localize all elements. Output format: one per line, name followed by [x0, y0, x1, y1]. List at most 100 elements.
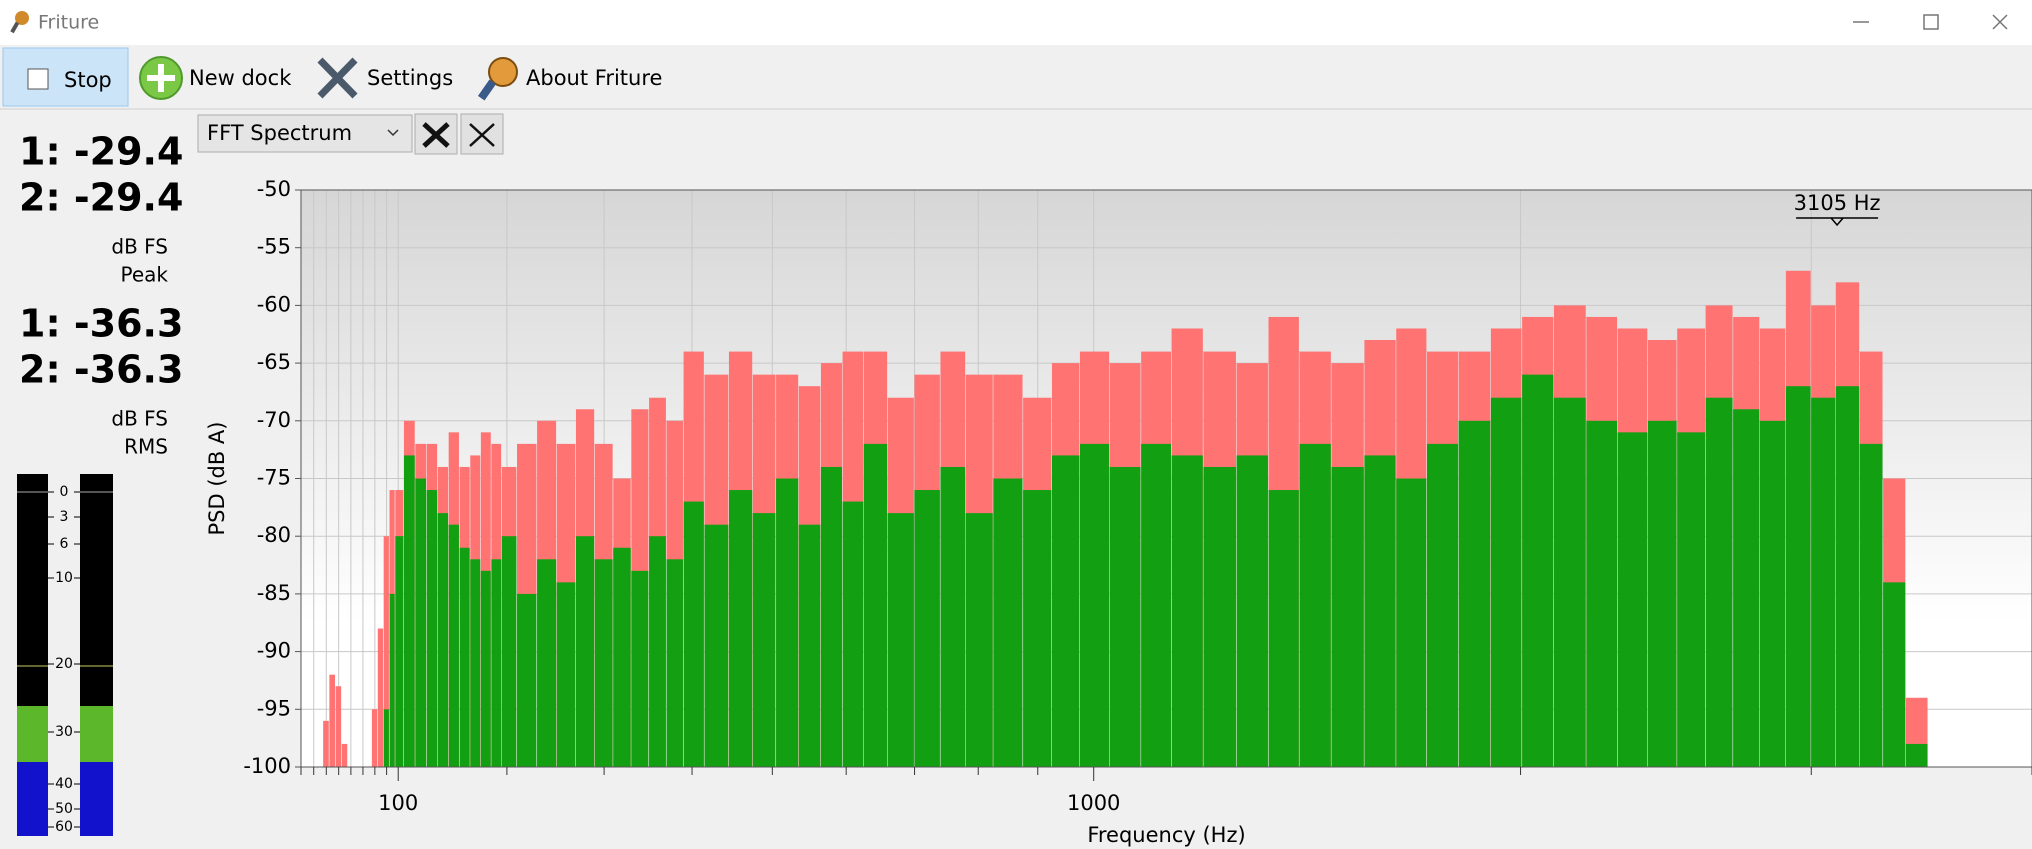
spectrum-bar — [335, 686, 342, 767]
spectrum-bar — [842, 501, 864, 767]
meter-tick-label: 40 — [55, 776, 73, 792]
spectrum-bar — [575, 536, 595, 767]
spectrum-bar — [1883, 582, 1906, 767]
spectrum-bar — [940, 466, 966, 767]
y-tick-label: -90 — [257, 639, 291, 663]
annotation-marker — [1796, 217, 1879, 227]
spectrum-bar — [403, 455, 415, 767]
button-label: New dock — [189, 66, 292, 90]
spectrum-bar — [1811, 397, 1836, 767]
stop-button[interactable]: Stop — [2, 47, 129, 107]
checkbox[interactable] — [27, 68, 49, 90]
spectrum-bar — [537, 559, 557, 767]
spectrum-bar — [1859, 443, 1883, 767]
y-tick-label: -75 — [257, 466, 291, 490]
spectrum-bar — [649, 536, 666, 767]
spectrum-bar — [1458, 420, 1491, 767]
meter-tick-label: 20 — [55, 656, 73, 672]
spectrum-bar — [863, 443, 888, 767]
button-label: Settings — [367, 66, 453, 90]
spectrum-bar — [1109, 466, 1141, 767]
dock-settings-button[interactable] — [414, 113, 458, 155]
spectrum-bar — [1396, 478, 1427, 767]
y-tick-label: -85 — [257, 581, 291, 605]
spectrum-bar — [1647, 420, 1677, 767]
spectrum-bar — [776, 478, 799, 767]
spectrum-bar — [383, 536, 389, 767]
spectrum-bar — [1522, 374, 1554, 767]
app-icon — [10, 11, 29, 34]
spectrum-bar — [448, 524, 459, 767]
maximize-button[interactable] — [1923, 14, 1939, 30]
spectrum-bar — [1141, 443, 1171, 767]
spectrum-bar — [820, 466, 842, 767]
y-tick-label: -70 — [257, 408, 291, 432]
spectrum-bar — [728, 490, 753, 767]
x-tick-label: 100 — [378, 791, 418, 815]
close-button[interactable] — [1992, 14, 2008, 30]
spectrum-bar — [914, 490, 940, 767]
spectrum-bar — [1236, 455, 1268, 767]
spectrum-bar — [798, 524, 821, 767]
level-meter: 0 3 6 10 20 30 40 50 60 — [17, 474, 113, 836]
about-button[interactable]: About Friture — [477, 57, 662, 101]
spectrum-bar — [752, 513, 776, 767]
spectrum-bar — [1835, 386, 1860, 767]
meter-tick-label: 50 — [55, 801, 73, 817]
peak-level: 1: -29.4 — [19, 130, 183, 174]
meter-tick-label: 6 — [60, 536, 69, 552]
rms-level: 2: -36.3 — [19, 348, 183, 392]
y-tick-label: -60 — [257, 292, 291, 316]
spectrum-bar — [470, 559, 481, 767]
spectrum-bar — [1553, 397, 1586, 767]
spectrum-bar — [377, 628, 384, 767]
spectrum-bar — [594, 559, 613, 767]
view-combo[interactable]: FFT Spectrum — [197, 114, 413, 153]
spectrum-bar — [1733, 409, 1760, 767]
spectrum-bar — [1785, 386, 1811, 767]
settings-button[interactable]: Settings — [317, 57, 453, 99]
meter-tick-label: 10 — [55, 570, 73, 586]
spectrum-bar — [1905, 743, 1928, 767]
button-label: About Friture — [526, 66, 662, 90]
spectrum-bar — [704, 524, 729, 767]
level-kind: RMS — [124, 435, 168, 459]
dock-close-button[interactable] — [460, 113, 504, 155]
x-tick-label: 1000 — [1067, 791, 1120, 815]
spectrum-bar — [965, 513, 993, 767]
y-tick-label: -100 — [243, 754, 291, 778]
title-bar — [0, 0, 2032, 45]
meter-tick-label: 30 — [55, 724, 73, 740]
spectrum-bar — [480, 570, 491, 767]
peak-level: 2: -29.4 — [19, 176, 183, 220]
unit-label: dB FS — [111, 235, 168, 259]
spectrum-bar — [683, 501, 704, 767]
spectrum-bar — [1705, 397, 1733, 767]
new-dock-button[interactable]: New dock — [139, 56, 292, 100]
spectrum-bar — [459, 547, 470, 767]
y-axis-label: PSD (dB A) — [205, 421, 229, 535]
meter-tick-label: 0 — [60, 484, 69, 500]
combo-text: FFT Spectrum — [207, 121, 352, 145]
spectrum-bar — [1586, 420, 1618, 767]
spectrum-bar — [1023, 490, 1052, 767]
button-label: Stop — [64, 68, 112, 92]
spectrum-bar — [631, 570, 649, 767]
spectrum-bar — [556, 582, 576, 767]
spectrum-bar — [1677, 432, 1705, 767]
spectrum-bar — [1364, 455, 1396, 767]
y-tick-label: -55 — [257, 235, 291, 259]
spectrum-bar — [666, 559, 683, 767]
spectrum-bar — [415, 478, 426, 767]
y-tick-label: -95 — [257, 696, 291, 720]
rms-level: 1: -36.3 — [19, 302, 183, 346]
spectrum-bar — [1051, 455, 1080, 767]
y-tick-label: -50 — [257, 177, 291, 201]
spectrum-bar — [1203, 466, 1236, 767]
spectrum-bar — [1299, 443, 1331, 767]
spectrum-bar — [383, 709, 389, 767]
spectrum-bar — [1331, 466, 1364, 767]
x-axis-label: Frequency (Hz) — [1087, 823, 1245, 847]
y-tick-label: -65 — [257, 350, 291, 374]
